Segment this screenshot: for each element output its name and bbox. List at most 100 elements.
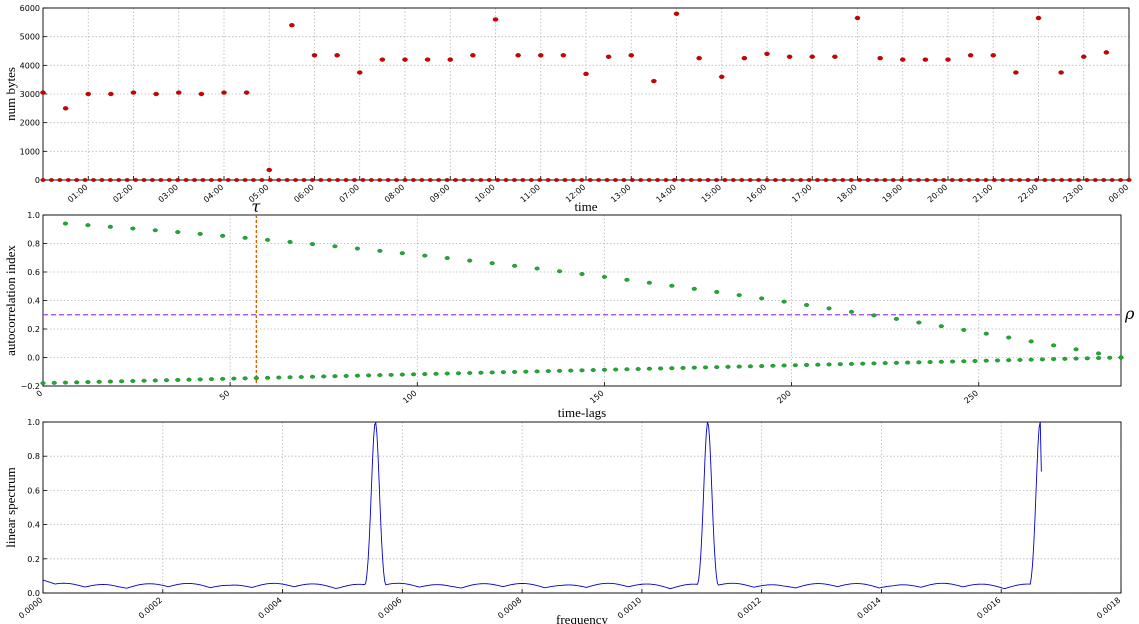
baseline-point <box>461 178 467 182</box>
x-tick-label: 17:00 <box>790 183 813 205</box>
data-point <box>402 57 408 62</box>
baseline-point <box>966 178 972 182</box>
chart-panel-3: 0.0 0.2 0.4 0.6 0.8 1.0 0.0000 0.0002 0.0004 0.00… <box>3 418 1122 624</box>
baseline-point <box>924 178 930 182</box>
baseline-point <box>806 178 812 182</box>
x-tick-label: 11:00 <box>519 183 542 205</box>
x-tick-label: 21:00 <box>971 183 994 205</box>
baseline-point <box>1067 178 1073 182</box>
baseline-point <box>65 178 71 182</box>
data-point <box>651 78 657 84</box>
acf-point <box>792 363 798 368</box>
data-point <box>945 57 951 62</box>
baseline-point <box>688 178 694 182</box>
data-point <box>85 91 92 97</box>
x-tick-label: 14:00 <box>654 183 677 205</box>
acf-point <box>905 360 911 365</box>
baseline-point <box>612 178 619 182</box>
data-point <box>153 91 159 97</box>
baseline-point <box>857 178 863 182</box>
acf-point <box>512 263 518 268</box>
acf-point <box>512 369 518 374</box>
acf-point <box>96 379 102 384</box>
acf-point <box>242 235 248 240</box>
acf-point <box>1118 355 1124 360</box>
acf-point <box>366 373 372 378</box>
data-point <box>605 54 612 59</box>
acf-point <box>568 368 574 373</box>
data-point <box>854 15 861 21</box>
acf-point <box>467 258 473 263</box>
acf-point <box>860 361 866 366</box>
acf-point <box>680 365 686 370</box>
x-axis-label: time <box>574 199 597 214</box>
spectrum-line <box>42 421 1042 590</box>
y-tick-label: 0 <box>35 176 40 185</box>
data-point <box>289 23 295 28</box>
acf-point <box>175 377 181 382</box>
baseline-point <box>250 178 257 182</box>
baseline-point <box>486 178 492 182</box>
acf-point <box>882 361 888 366</box>
baseline-point <box>183 178 189 182</box>
acf-point <box>579 368 585 373</box>
acf-point <box>848 309 855 314</box>
acf-point <box>242 376 248 381</box>
acf-point <box>152 378 158 383</box>
baseline-point <box>242 178 248 182</box>
tau-label: τ <box>251 197 261 216</box>
x-tick-label: 03:00 <box>157 183 180 205</box>
baseline-point <box>983 178 989 182</box>
acf-point <box>972 359 978 363</box>
data-point <box>62 106 69 111</box>
x-tick-label: 200 <box>775 389 792 406</box>
data-point <box>515 53 521 58</box>
x-tick-label: 0 <box>35 389 45 399</box>
y-tick-label: 0.8 <box>27 240 40 249</box>
y-tick-label: 0.8 <box>27 452 40 461</box>
baseline-point <box>1084 178 1090 182</box>
acf-point <box>601 274 608 279</box>
acf-point <box>725 364 731 369</box>
data-point <box>696 56 702 61</box>
acf-point <box>377 373 383 378</box>
acf-point <box>556 269 563 274</box>
baseline-point <box>444 178 450 182</box>
data-point <box>447 57 453 62</box>
acf-point <box>40 381 46 386</box>
data-point <box>922 57 929 62</box>
baseline-point <box>655 178 661 182</box>
acf-point <box>321 374 327 379</box>
baseline-point <box>671 178 677 182</box>
y-tick-label: 3000 <box>20 90 40 99</box>
data-point <box>470 53 476 58</box>
x-axis-label: time-lags <box>558 405 606 420</box>
x-tick-label: 0.0010 <box>616 596 643 621</box>
acf-point <box>276 375 282 380</box>
acf-point <box>714 365 720 370</box>
baseline-point <box>756 178 762 182</box>
baseline-point <box>436 178 442 182</box>
baseline-point <box>385 178 391 182</box>
baseline-point <box>890 178 896 182</box>
baseline-point <box>1008 178 1014 182</box>
acf-point <box>399 251 405 256</box>
acf-point <box>893 316 899 321</box>
acf-point <box>781 363 787 368</box>
baseline-point <box>646 178 652 182</box>
acf-point <box>534 266 540 271</box>
acf-point <box>1028 357 1034 362</box>
data-point <box>741 56 748 61</box>
acf-point <box>871 313 877 318</box>
data-point <box>243 90 250 95</box>
acf-point <box>51 380 57 385</box>
acf-point <box>253 376 259 381</box>
baseline-point <box>419 178 425 182</box>
acf-point <box>601 367 608 372</box>
baseline-point <box>823 178 829 182</box>
baseline-point <box>621 178 627 182</box>
acf-point <box>62 380 69 385</box>
acf-point <box>1073 347 1079 352</box>
x-tick-label: 150 <box>588 389 605 406</box>
